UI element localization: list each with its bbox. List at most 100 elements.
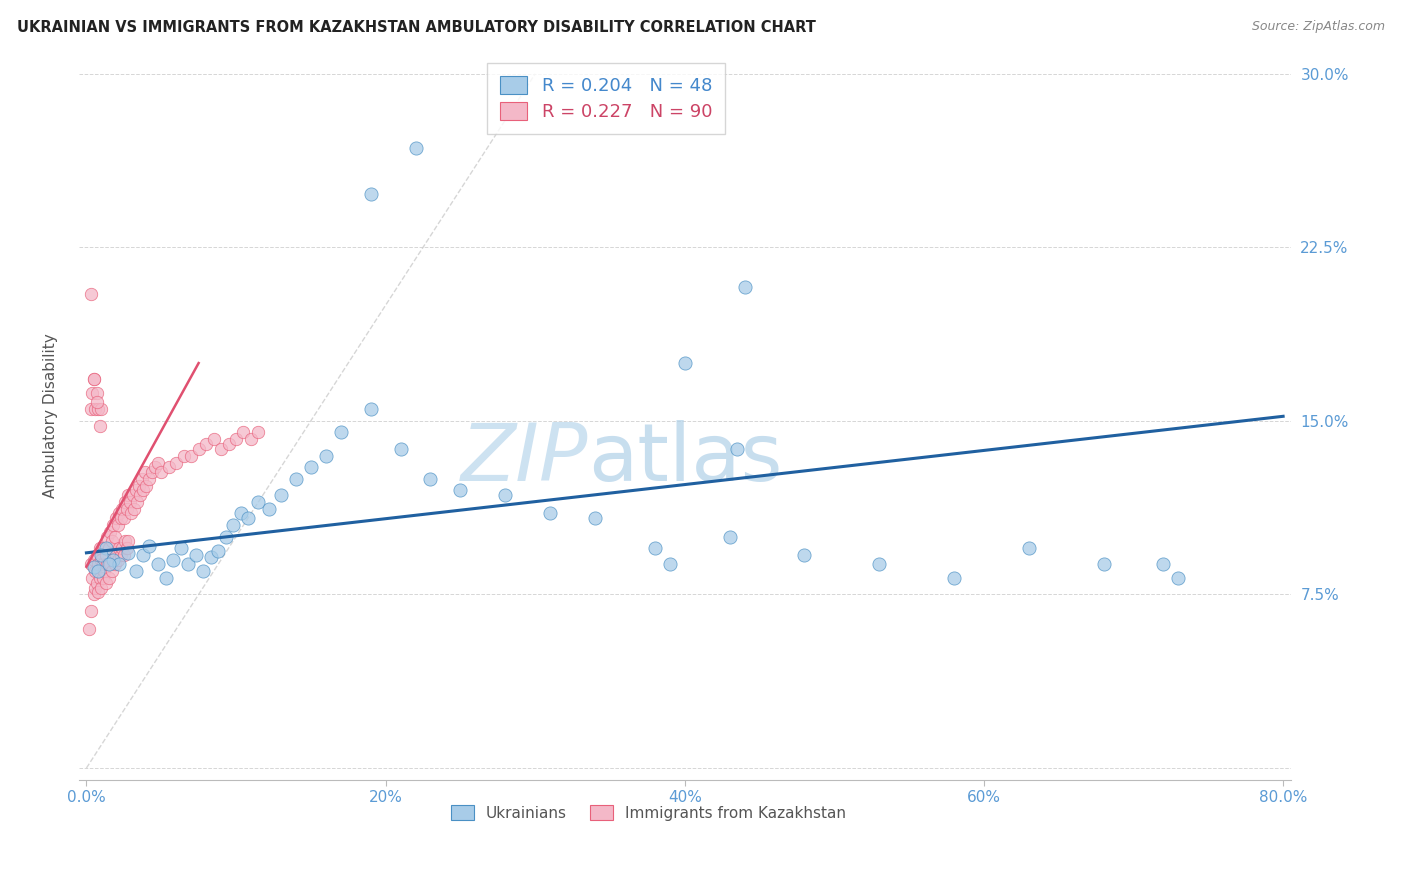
Point — [229, 507, 252, 521]
Point — [155, 571, 177, 585]
Point — [110, 511, 132, 525]
Point — [236, 511, 259, 525]
Point — [135, 479, 157, 493]
Point — [117, 546, 139, 560]
Point — [96, 530, 118, 544]
Point — [148, 456, 170, 470]
Point — [284, 472, 307, 486]
Point — [89, 541, 111, 556]
Point — [115, 541, 138, 556]
Point — [131, 472, 153, 486]
Point — [214, 530, 236, 544]
Point — [97, 541, 120, 556]
Point — [200, 550, 222, 565]
Point — [299, 460, 322, 475]
Point — [98, 558, 121, 572]
Point — [90, 402, 112, 417]
Point — [143, 460, 166, 475]
Point — [718, 530, 741, 544]
Point — [1167, 571, 1189, 585]
Point — [101, 534, 124, 549]
Point — [360, 187, 382, 202]
Point — [80, 286, 103, 301]
Point — [222, 518, 245, 533]
Point — [132, 483, 155, 498]
Point — [94, 575, 117, 590]
Point — [405, 141, 427, 155]
Point — [111, 541, 134, 556]
Point — [110, 548, 132, 562]
Point — [141, 465, 163, 479]
Point — [108, 558, 131, 572]
Point — [180, 449, 202, 463]
Point — [93, 541, 115, 556]
Point — [207, 543, 229, 558]
Point — [98, 524, 121, 539]
Point — [725, 442, 748, 456]
Point — [868, 558, 890, 572]
Point — [87, 558, 110, 572]
Point — [80, 402, 103, 417]
Point — [82, 571, 104, 585]
Point — [127, 495, 149, 509]
Legend: Ukrainians, Immigrants from Kazakhstan: Ukrainians, Immigrants from Kazakhstan — [444, 798, 852, 827]
Point — [120, 507, 142, 521]
Point — [121, 488, 143, 502]
Point — [90, 553, 112, 567]
Point — [1152, 558, 1174, 572]
Point — [93, 565, 115, 579]
Point — [118, 495, 141, 509]
Point — [793, 548, 815, 562]
Point — [734, 279, 756, 293]
Point — [91, 571, 114, 585]
Point — [86, 548, 108, 562]
Point — [87, 402, 110, 417]
Point — [270, 488, 292, 502]
Point — [103, 553, 125, 567]
Point — [83, 553, 105, 567]
Text: ZIP: ZIP — [461, 420, 588, 498]
Point — [125, 483, 148, 498]
Point — [157, 460, 180, 475]
Point — [83, 372, 105, 386]
Point — [89, 571, 111, 585]
Point — [82, 386, 104, 401]
Point — [138, 539, 160, 553]
Point — [134, 465, 156, 479]
Point — [125, 565, 148, 579]
Point — [117, 488, 139, 502]
Point — [105, 511, 128, 525]
Point — [177, 558, 200, 572]
Point — [103, 518, 125, 533]
Point — [209, 442, 232, 456]
Point — [107, 553, 129, 567]
Point — [101, 565, 124, 579]
Point — [329, 425, 352, 440]
Point — [94, 541, 117, 556]
Point — [107, 518, 129, 533]
Point — [173, 449, 195, 463]
Point — [80, 604, 103, 618]
Point — [124, 501, 146, 516]
Point — [79, 622, 101, 636]
Point — [658, 558, 681, 572]
Point — [247, 425, 270, 440]
Point — [84, 565, 107, 579]
Point — [257, 501, 280, 516]
Point — [114, 495, 136, 509]
Point — [583, 511, 606, 525]
Point — [86, 575, 108, 590]
Text: atlas: atlas — [588, 420, 782, 498]
Point — [103, 553, 125, 567]
Point — [128, 479, 150, 493]
Point — [240, 433, 263, 447]
Point — [108, 507, 131, 521]
Point — [84, 581, 107, 595]
Point — [202, 433, 225, 447]
Point — [360, 402, 382, 417]
Point — [111, 501, 134, 516]
Point — [170, 541, 193, 556]
Point — [86, 386, 108, 401]
Point — [162, 553, 184, 567]
Point — [187, 442, 209, 456]
